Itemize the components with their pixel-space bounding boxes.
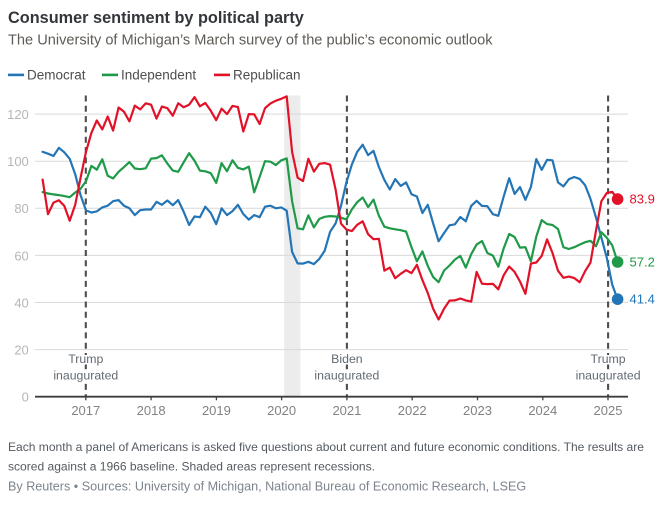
svg-text:2021: 2021 (332, 403, 361, 418)
svg-text:Trump: Trump (591, 352, 626, 366)
svg-text:2018: 2018 (137, 403, 166, 418)
svg-text:scored against a 1966 baseline: scored against a 1966 baseline. Shaded a… (8, 460, 375, 474)
svg-text:2025: 2025 (594, 403, 623, 418)
svg-text:41.4: 41.4 (630, 292, 655, 307)
svg-text:2024: 2024 (528, 403, 557, 418)
svg-text:100: 100 (7, 154, 29, 169)
svg-text:0: 0 (22, 390, 29, 405)
svg-text:Republican: Republican (233, 68, 301, 83)
svg-text:20: 20 (14, 343, 28, 358)
svg-text:inaugurated: inaugurated (53, 369, 118, 383)
svg-text:60: 60 (14, 248, 28, 263)
svg-text:inaugurated: inaugurated (576, 369, 641, 383)
svg-text:57.2: 57.2 (630, 255, 655, 270)
svg-text:Trump: Trump (68, 352, 103, 366)
svg-text:By Reuters • Sources: Universi: By Reuters • Sources: University of Mich… (8, 480, 526, 494)
svg-text:The University of Michigan’s M: The University of Michigan’s March surve… (8, 32, 493, 48)
svg-text:Consumer sentiment by politica: Consumer sentiment by political party (8, 9, 304, 27)
svg-text:inaugurated: inaugurated (314, 369, 379, 383)
svg-text:Each month a panel of American: Each month a panel of Americans is asked… (8, 440, 644, 454)
svg-text:83.9: 83.9 (630, 192, 655, 207)
svg-text:Biden: Biden (331, 352, 363, 366)
svg-text:2023: 2023 (463, 403, 492, 418)
svg-text:120: 120 (7, 107, 29, 122)
svg-text:2022: 2022 (398, 403, 427, 418)
svg-text:2019: 2019 (202, 403, 231, 418)
svg-text:80: 80 (14, 201, 28, 216)
svg-text:Democrat: Democrat (27, 68, 86, 83)
svg-text:2017: 2017 (71, 403, 100, 418)
svg-text:2020: 2020 (267, 403, 296, 418)
svg-text:Independent: Independent (121, 68, 196, 83)
svg-text:40: 40 (14, 295, 28, 310)
